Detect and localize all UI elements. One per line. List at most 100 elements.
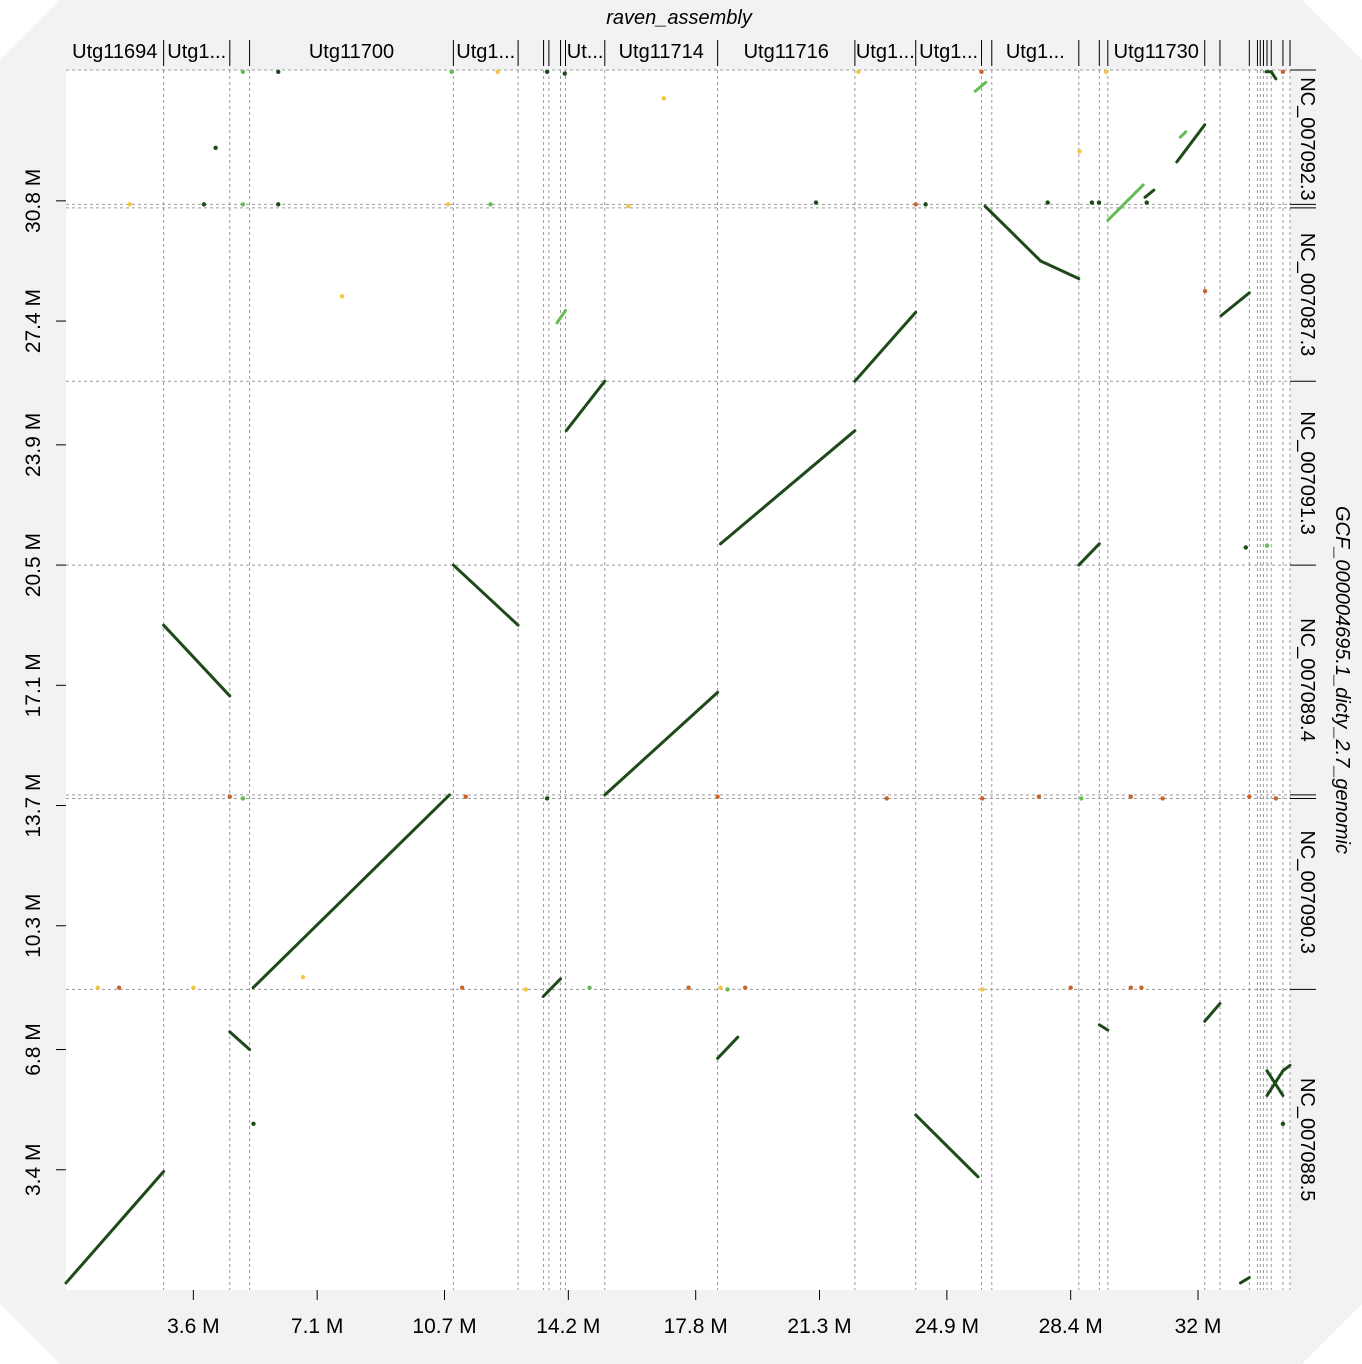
x-tick-label: 24.9 M <box>915 1315 979 1338</box>
alignment-segment <box>1106 183 1145 222</box>
x-axis-title: raven_assembly <box>606 7 753 29</box>
alignment-segment <box>716 1035 740 1060</box>
alignment-point <box>460 985 465 990</box>
alignment-point <box>562 71 567 76</box>
alignment-point <box>116 985 122 990</box>
alignment-point <box>923 202 928 207</box>
x-tick-label: 14.2 M <box>536 1315 600 1338</box>
alignment-point <box>1079 796 1084 801</box>
alignment-point <box>240 202 246 207</box>
alignment-point <box>856 69 861 74</box>
alignment-point <box>1068 985 1073 990</box>
alignment-segment <box>162 623 232 698</box>
alignment-segment <box>1077 542 1101 567</box>
x-tick-label: 10.7 M <box>412 1315 476 1338</box>
alignment-point <box>445 202 451 207</box>
y-tick-label: 20.5 M <box>22 533 45 597</box>
alignment-point <box>1096 200 1102 205</box>
contig-labels: Utg11694 Utg1... Utg11700 Utg1... Ut... Utg11… <box>72 41 1199 63</box>
alignment-segment <box>983 204 1043 263</box>
alignment-segment <box>1269 70 1278 81</box>
alignment-segment <box>555 308 568 325</box>
alignment-segment <box>1178 130 1188 139</box>
y-tick-label: 30.8 M <box>22 169 45 233</box>
alignment-point <box>884 796 889 801</box>
alignment-point <box>1202 288 1208 294</box>
chromosome-labels: NC_007088.5 NC_007090.3 NC_007089.4 NC_0070… <box>1296 77 1318 1201</box>
x-tick-label: 28.4 M <box>1039 1315 1103 1338</box>
y-chromosome-boundaries <box>66 69 1316 990</box>
y-axis: 3.4 M 6.8 M 10.3 M 13.7 M 17.1 M 20.5 M 23.9 M… <box>22 169 66 1196</box>
chromosome-label: NC_007088.5 <box>1296 1078 1318 1201</box>
y-tick-label: 23.9 M <box>22 413 45 477</box>
alignment-segment <box>914 1113 980 1179</box>
alignment-point <box>213 145 218 150</box>
alignment-point <box>544 69 550 74</box>
alignment-point <box>1128 794 1134 799</box>
chromosome-label: NC_007089.4 <box>1296 618 1318 741</box>
alignment-point <box>725 987 730 992</box>
alignment-segment <box>1219 291 1251 318</box>
alignment-point <box>201 202 207 207</box>
alignment-point <box>339 294 345 299</box>
alignment-point <box>980 796 985 801</box>
alignment-point <box>523 987 529 992</box>
contig-label: Utg11700 <box>309 41 394 63</box>
alignment-point <box>1036 794 1042 799</box>
alignment-point <box>1247 794 1252 799</box>
y-axis-title: GCF_000004695.1_dicty_2.7_genomic <box>1331 506 1353 854</box>
alignment-segment <box>564 379 607 433</box>
alignment-segment <box>718 429 857 546</box>
x-tick-label: 3.6 M <box>167 1315 220 1338</box>
y-tick-label: 13.7 M <box>22 773 45 837</box>
y-tick-label: 17.1 M <box>22 653 45 717</box>
alignment-segment <box>973 80 988 93</box>
alignment-point <box>495 69 500 74</box>
alignment-point <box>1103 69 1109 74</box>
alignment-point <box>488 202 493 207</box>
alignment-point <box>913 202 918 207</box>
alignment-point <box>240 69 246 74</box>
alignment-point <box>1139 985 1144 990</box>
contig-label: Utg1... <box>456 41 515 63</box>
alignment-point <box>463 794 468 799</box>
x-tick-label: 17.8 M <box>664 1315 728 1338</box>
alignment-point <box>980 987 985 992</box>
contig-label: Utg1... <box>167 41 226 63</box>
alignment-segment <box>1265 1069 1285 1098</box>
contig-label: Utg11716 <box>744 41 829 63</box>
alignment-segment <box>853 310 918 383</box>
chromosome-label: NC_007090.3 <box>1296 830 1318 953</box>
alignment-point <box>1128 985 1134 990</box>
alignment-point <box>743 985 748 990</box>
alignment-point <box>1264 543 1270 548</box>
alignment-segment <box>1238 1276 1251 1285</box>
chromosome-label: NC_007091.3 <box>1296 411 1318 534</box>
alignment-segment <box>541 977 563 998</box>
alignment-segment <box>251 793 451 990</box>
alignment-point <box>300 974 306 980</box>
alignment-point <box>1243 545 1248 550</box>
alignment-point <box>686 985 691 990</box>
alignment-point <box>1089 200 1095 205</box>
alignment-point <box>1160 796 1165 801</box>
x-axis: 3.6 M 7.1 M 10.7 M 14.2 M 17.8 M 21.3 M 24.9 M… <box>167 1290 1221 1338</box>
alignment-point <box>251 1121 256 1126</box>
alignment-point <box>1280 1121 1286 1126</box>
contig-label: Utg11730 <box>1114 41 1199 63</box>
contig-label: Utg1... <box>1006 41 1065 63</box>
alignment-segment <box>64 1170 166 1285</box>
alignment-point <box>1144 200 1149 205</box>
alignment-point <box>1077 149 1082 154</box>
alignment-segment <box>1097 1023 1110 1032</box>
contig-label: Utg1... <box>919 41 978 63</box>
x-tick-label: 32 M <box>1175 1315 1222 1338</box>
alignment-point <box>661 96 667 101</box>
alignment-points <box>95 69 1286 1126</box>
alignment-segment <box>1281 1063 1292 1073</box>
alignment-point <box>979 69 984 74</box>
alignment-point <box>718 985 723 990</box>
alignment-segment <box>228 1030 252 1052</box>
alignment-point <box>127 202 132 207</box>
